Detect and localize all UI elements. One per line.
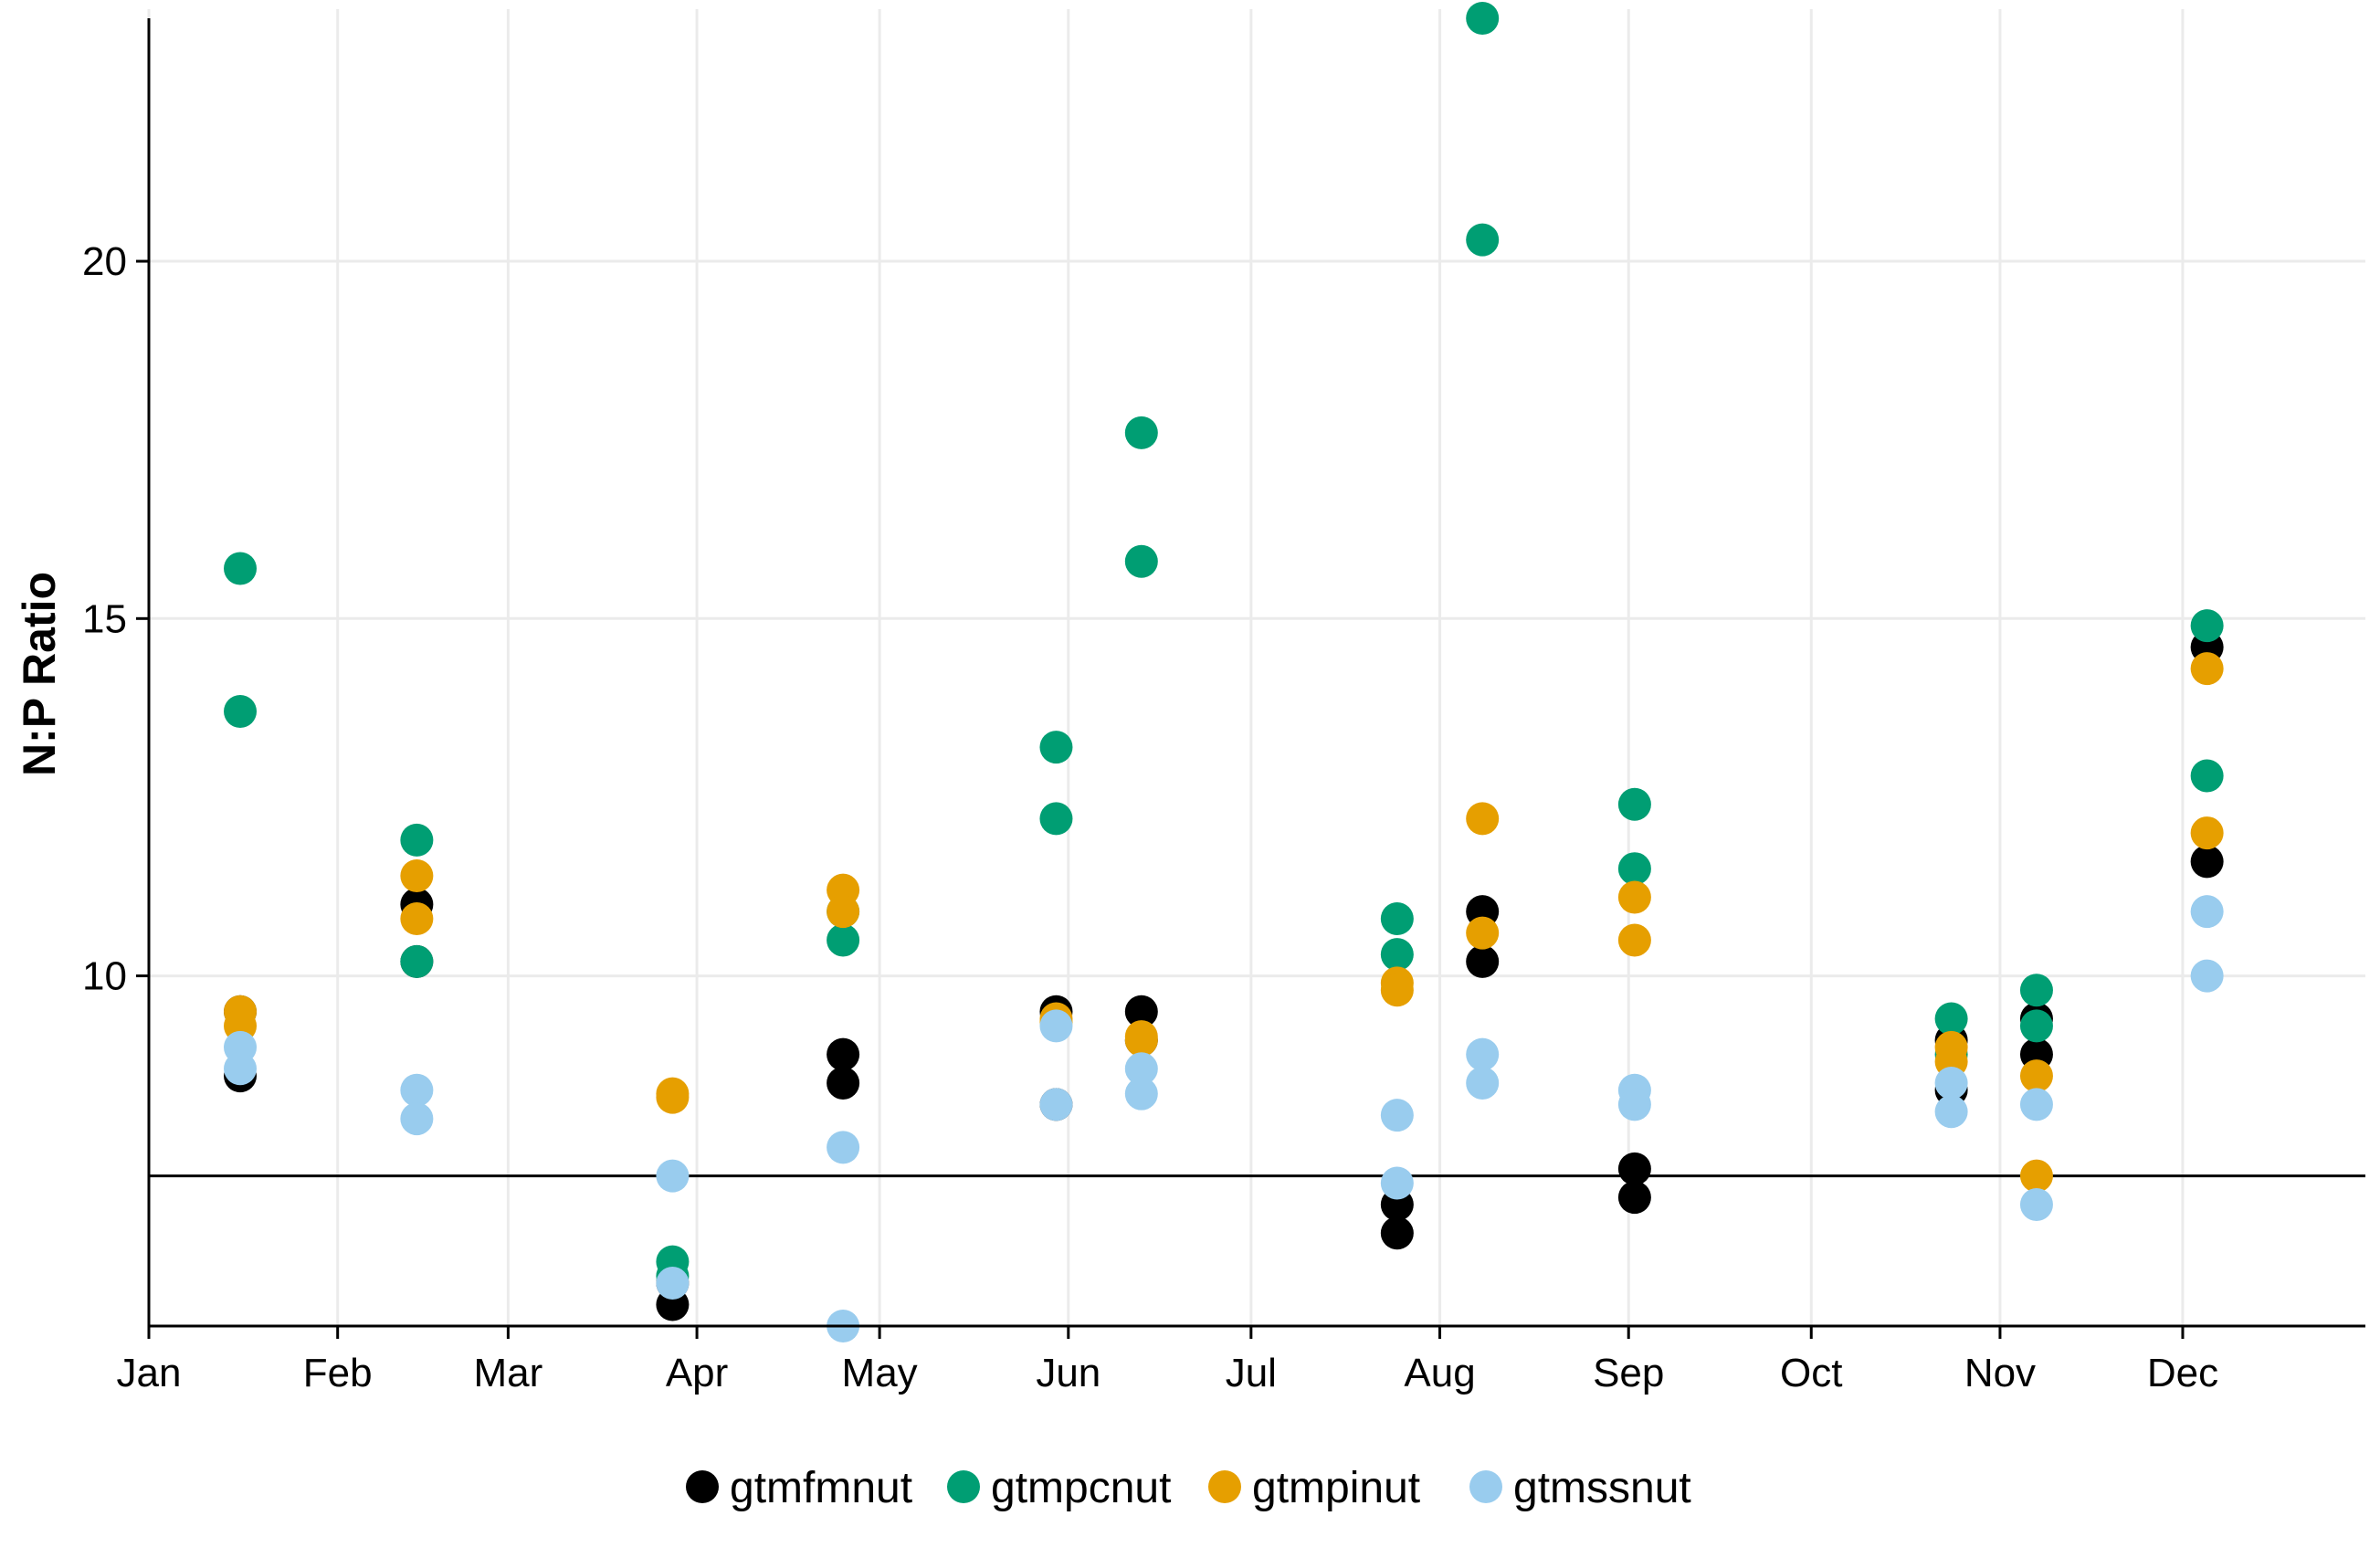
data-point-gtmssnut-4 (656, 1159, 690, 1193)
legend-marker-gtmpcnut (947, 1470, 980, 1503)
data-point-gtmpinut-20 (2019, 1059, 2053, 1093)
data-point-gtmssnut-23 (2190, 959, 2224, 993)
data-point-gtmssnut-17 (1617, 1088, 1651, 1121)
data-point-gtmpinut-5 (656, 1080, 690, 1114)
data-point-gtmssnut-20 (2019, 1088, 2053, 1121)
data-point-gtmpinut-22 (2190, 652, 2224, 686)
data-point-gtmfmnut-16 (1617, 1152, 1651, 1185)
data-point-gtmpinut-13 (1380, 974, 1414, 1007)
data-point-gtmpcnut-21 (2019, 1009, 2053, 1043)
data-point-gtmpcnut-22 (2190, 609, 2224, 643)
data-point-gtmssnut-1 (224, 1052, 258, 1086)
data-point-gtmpinut-11 (1124, 1023, 1158, 1057)
legend-marker-gtmfmnut (686, 1470, 719, 1503)
data-point-gtmfmnut-13 (1380, 1216, 1414, 1250)
data-point-gtmpinut-16 (1617, 880, 1651, 914)
data-point-gtmpcnut-2 (400, 823, 434, 857)
data-point-gtmfmnut-15 (1466, 944, 1500, 978)
x-tick-label-oct: Oct (1780, 1351, 1842, 1395)
data-point-gtmssnut-6 (827, 1131, 860, 1164)
data-point-gtmpcnut-12 (1380, 901, 1414, 935)
data-point-gtmpcnut-11 (1124, 544, 1158, 578)
data-point-gtmssnut-15 (1466, 1066, 1500, 1100)
data-point-gtmpcnut-9 (1039, 802, 1073, 836)
legend-label-gtmpcnut: gtmpcnut (991, 1464, 1171, 1512)
data-point-gtmpcnut-7 (827, 923, 860, 957)
data-point-gtmpcnut-14 (1466, 2, 1500, 35)
data-point-gtmssnut-11 (1124, 1077, 1158, 1111)
data-point-gtmpinut-21 (2019, 1159, 2053, 1193)
x-tick-label-jul: Jul (1226, 1351, 1277, 1395)
legend-marker-gtmpinut (1208, 1470, 1241, 1503)
grid-lines (147, 9, 2365, 1326)
legend: gtmfmnut gtmpcnut gtmpinut gtmssnut (686, 1464, 1691, 1512)
data-point-gtmfmnut-23 (2190, 845, 2224, 879)
y-tick-label-20: 20 (82, 239, 127, 284)
data-point-gtmpcnut-3 (400, 944, 434, 978)
y-tick-label-10: 10 (82, 954, 127, 999)
data-point-gtmssnut-18 (1934, 1066, 1968, 1100)
legend-label-gtmpinut: gtmpinut (1252, 1464, 1420, 1512)
data-point-gtmssnut-8 (1039, 1009, 1073, 1043)
legend-label-gtmssnut: gtmssnut (1513, 1464, 1691, 1512)
data-point-gtmssnut-21 (2019, 1187, 2053, 1221)
data-point-gtmssnut-19 (1934, 1095, 1968, 1129)
data-point-gtmssnut-13 (1380, 1166, 1414, 1200)
data-point-gtmpcnut-10 (1124, 416, 1158, 449)
data-point-gtmpinut-3 (400, 901, 434, 935)
data-point-gtmfmnut-17 (1617, 1181, 1651, 1215)
data-point-gtmfmnut-7 (827, 1066, 860, 1100)
x-tick-label-apr: Apr (666, 1351, 728, 1395)
data-point-gtmpinut-7 (827, 895, 860, 929)
data-point-gtmssnut-10 (1124, 1052, 1158, 1086)
data-point-gtmpcnut-13 (1380, 938, 1414, 972)
data-point-gtmpcnut-8 (1039, 731, 1073, 764)
x-tick-label-may: May (842, 1351, 918, 1395)
x-tick-label-sep: Sep (1593, 1351, 1664, 1395)
data-point-gtmpcnut-17 (1617, 852, 1651, 886)
x-tick-label-nov: Nov (1964, 1351, 2036, 1395)
data-point-gtmfmnut-6 (827, 1037, 860, 1071)
data-point-gtmssnut-14 (1466, 1037, 1500, 1071)
y-axis-title: N:P Ratio (14, 572, 65, 776)
x-tick-label-dec: Dec (2147, 1351, 2218, 1395)
x-tick-label-feb: Feb (303, 1351, 373, 1395)
x-tick-label-aug: Aug (1404, 1351, 1475, 1395)
data-point-gtmssnut-9 (1039, 1088, 1073, 1121)
data-point-gtmpinut-15 (1466, 916, 1500, 950)
data-point-gtmpcnut-20 (2019, 974, 2053, 1007)
data-point-gtmpcnut-0 (224, 552, 258, 585)
data-point-gtmpcnut-18 (1934, 1002, 1968, 1036)
data-point-gtmssnut-3 (400, 1102, 434, 1136)
x-tick-label-mar: Mar (473, 1351, 542, 1395)
data-point-gtmssnut-22 (2190, 895, 2224, 929)
legend-marker-gtmssnut (1469, 1470, 1502, 1503)
data-point-gtmpcnut-15 (1466, 223, 1500, 257)
data-point-gtmssnut-2 (400, 1073, 434, 1107)
data-point-gtmpinut-17 (1617, 923, 1651, 957)
x-tick-label-jan: Jan (117, 1351, 182, 1395)
data-point-gtmfmnut-10 (1124, 995, 1158, 1028)
data-points (224, 2, 2224, 1342)
data-point-gtmssnut-5 (656, 1267, 690, 1300)
y-tick-label-15: 15 (82, 596, 127, 641)
data-point-gtmpcnut-23 (2190, 759, 2224, 793)
x-tick-label-jun: Jun (1036, 1351, 1100, 1395)
data-point-gtmpinut-23 (2190, 816, 2224, 850)
data-point-gtmpinut-14 (1466, 802, 1500, 836)
legend-label-gtmfmnut: gtmfmnut (730, 1464, 912, 1512)
data-point-gtmpcnut-1 (224, 695, 258, 729)
axes: Jan Feb Mar Apr May Jun Jul Aug Sep Oct Nov Dec 10 15… (82, 18, 2365, 1395)
data-point-gtmssnut-12 (1380, 1099, 1414, 1132)
data-point-gtmpinut-2 (400, 859, 434, 893)
data-point-gtmpcnut-16 (1617, 787, 1651, 821)
